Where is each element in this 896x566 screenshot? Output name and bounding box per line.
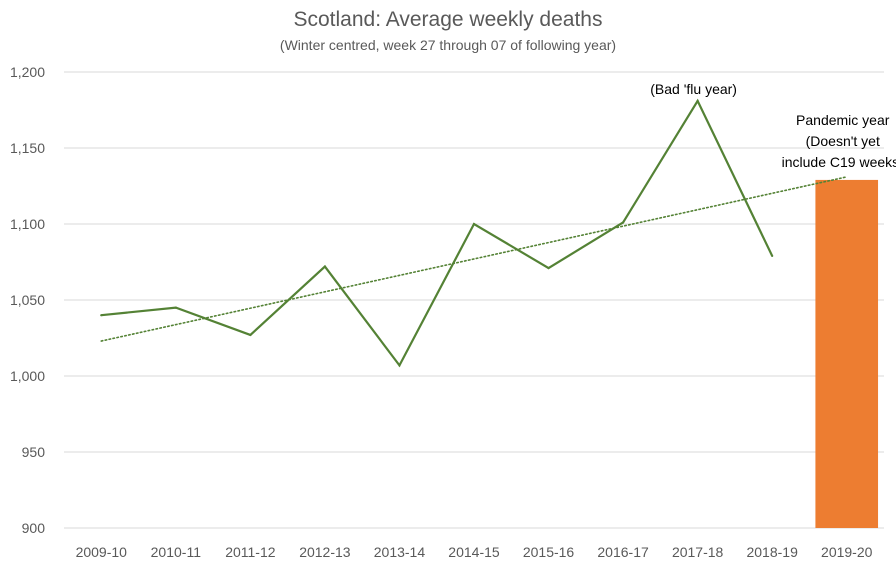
- x-axis-ticks: 2009-10 2010-11 2011-12 2012-13 2013-14 2014-…: [76, 544, 873, 560]
- data-point: [174, 306, 177, 309]
- annotation-line: (Doesn't yet: [806, 133, 880, 149]
- x-tick-label: 2012-13: [299, 544, 351, 560]
- x-tick-label: 2015-16: [523, 544, 575, 560]
- y-tick-label: 950: [22, 444, 46, 460]
- x-tick-label: 2010-11: [151, 544, 202, 560]
- chart-subtitle: (Winter centred, week 27 through 07 of f…: [280, 37, 616, 53]
- bars: [815, 179, 879, 529]
- y-tick-label: 900: [22, 520, 46, 536]
- trendline: [100, 176, 848, 342]
- chart-title: Scotland: Average weekly deaths: [294, 8, 603, 31]
- annotation-line: include C19 weeks): [782, 154, 896, 170]
- x-tick-label: 2018-19: [746, 544, 798, 560]
- x-tick-label: 2017-18: [672, 544, 724, 560]
- data-point: [323, 265, 327, 268]
- data-point: [621, 221, 625, 224]
- line-series: [100, 98, 774, 368]
- data-point: [249, 333, 252, 337]
- series-line: [101, 98, 774, 368]
- y-tick-label: 1,050: [10, 292, 45, 308]
- data-point: [472, 222, 476, 226]
- x-tick-label: 2013-14: [374, 544, 426, 560]
- x-tick-label: 2009-10: [76, 544, 128, 560]
- x-tick-label: 2011-12: [225, 544, 276, 560]
- annotation-line: (Bad 'flu year): [650, 81, 737, 97]
- y-tick-label: 1,100: [10, 216, 45, 232]
- x-tick-label: 2019-20: [821, 544, 873, 560]
- annotation-line: Pandemic year: [796, 112, 890, 128]
- x-tick-label: 2016-17: [597, 544, 649, 560]
- data-point: [771, 254, 774, 258]
- gridlines: [64, 71, 884, 529]
- bar: [815, 179, 879, 529]
- trendline-group: [100, 176, 848, 342]
- data-point: [547, 266, 550, 270]
- x-tick-label: 2014-15: [448, 544, 500, 560]
- annotations: (Bad 'flu year) Pandemic year (Doesn't yet…: [650, 81, 896, 170]
- data-point: [398, 364, 401, 367]
- y-tick-label: 1,200: [10, 64, 45, 80]
- y-axis-ticks: 900 950 1,000 1,050 1,100 1,150 1,200: [10, 64, 45, 536]
- data-point: [100, 314, 103, 317]
- y-tick-label: 1,000: [10, 368, 45, 384]
- data-point: [696, 99, 699, 102]
- y-tick-label: 1,150: [10, 140, 45, 156]
